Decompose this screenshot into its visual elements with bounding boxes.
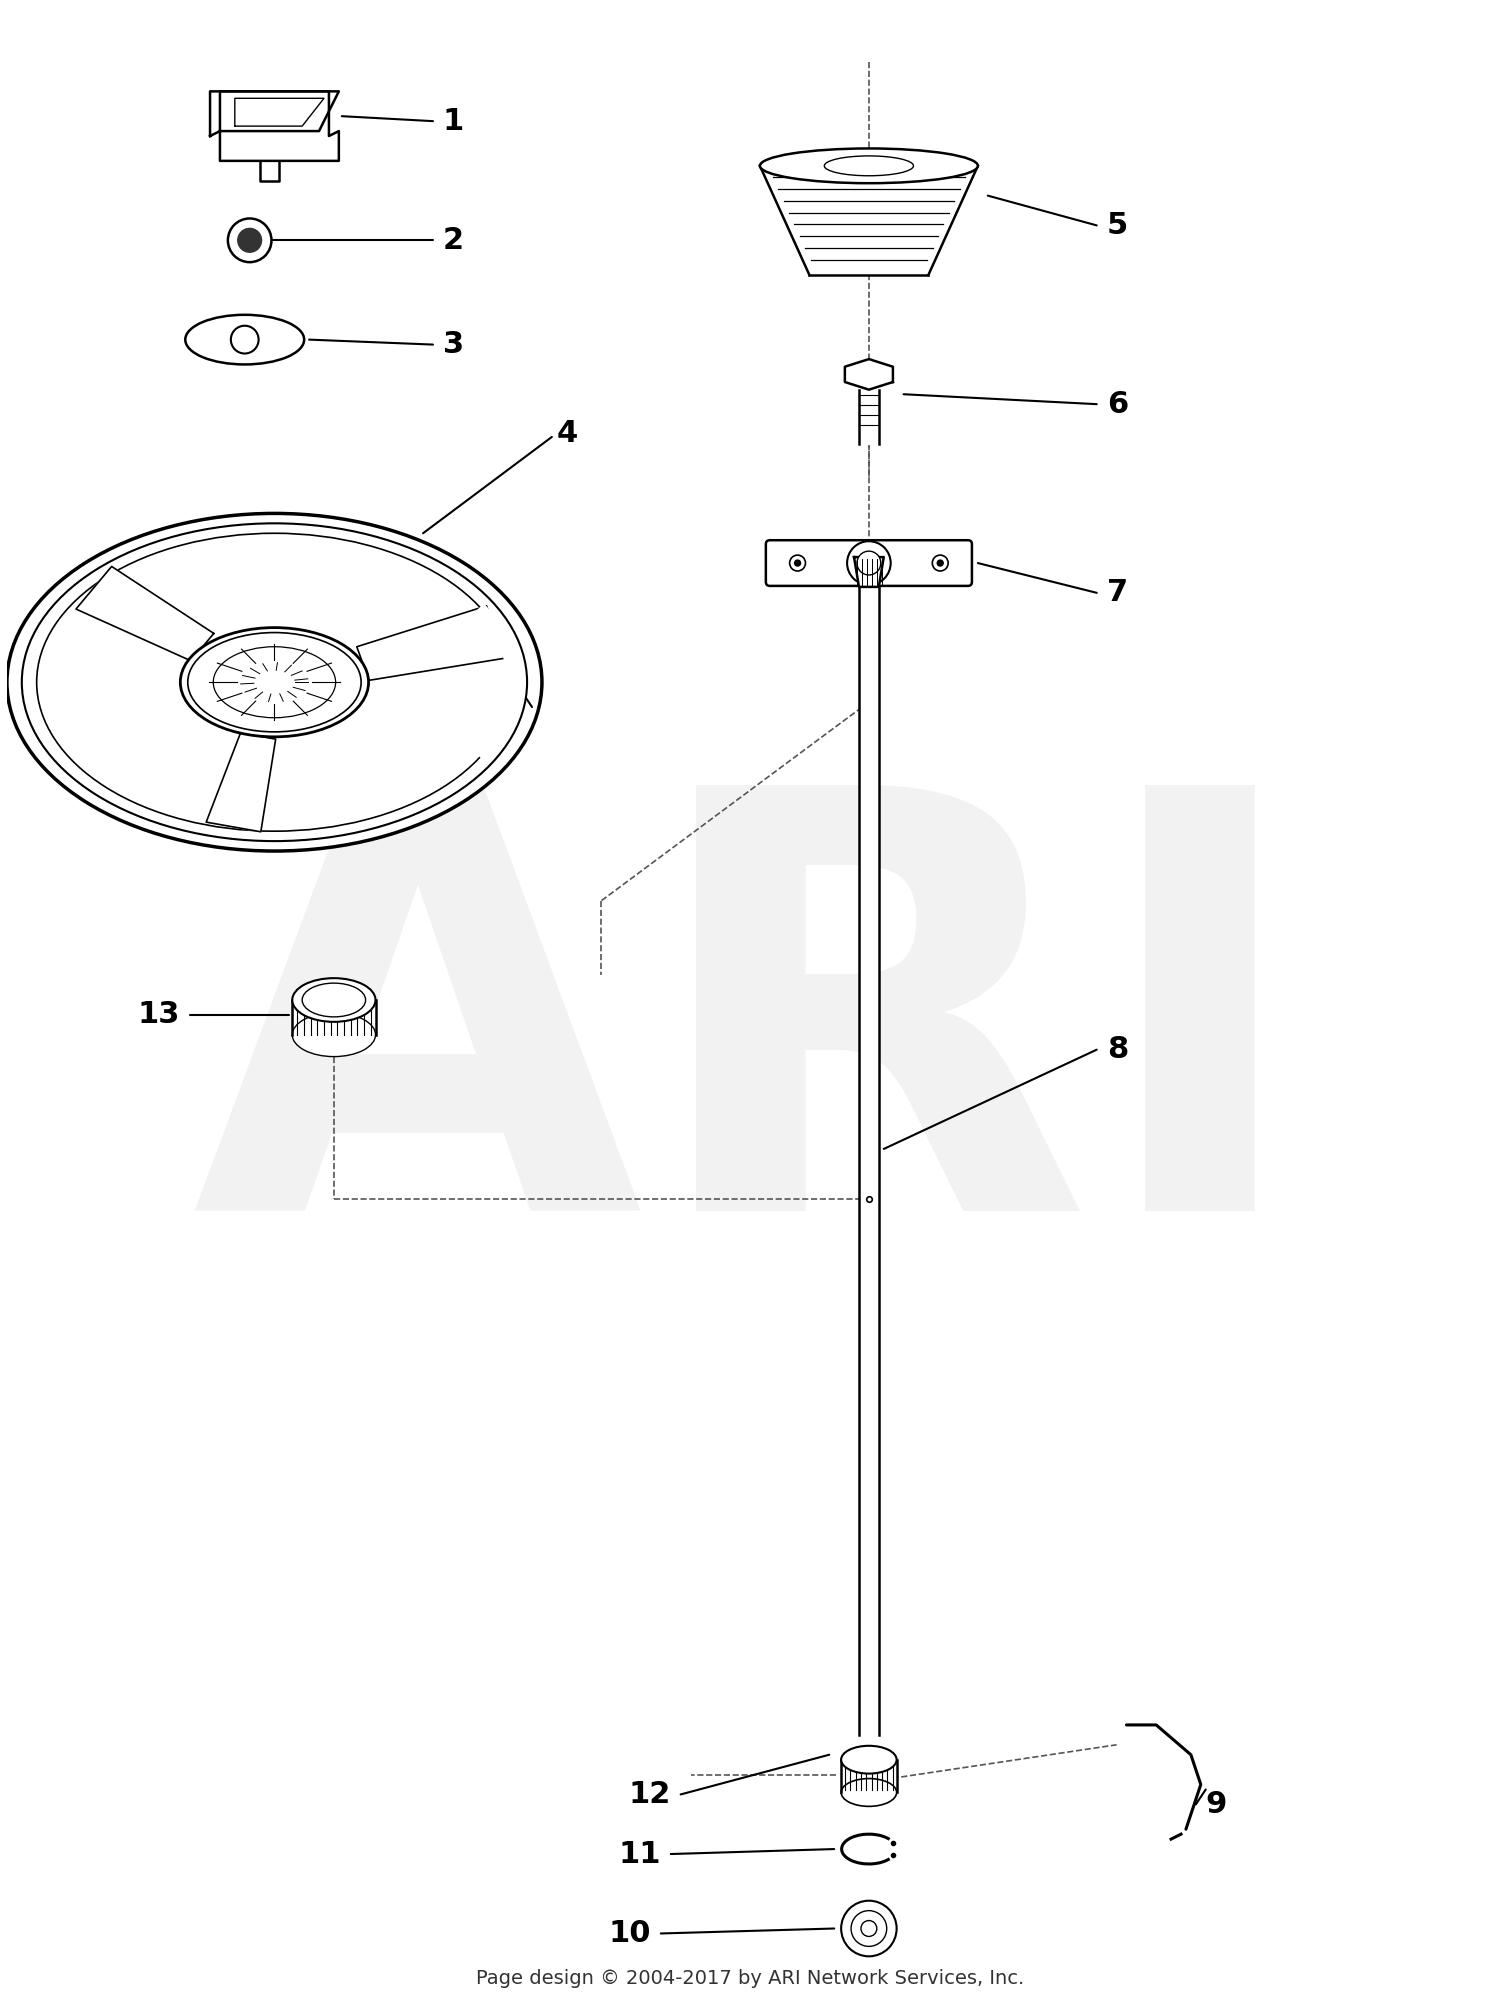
Circle shape xyxy=(938,560,944,566)
Polygon shape xyxy=(76,566,214,660)
Polygon shape xyxy=(844,360,892,390)
Circle shape xyxy=(795,560,801,566)
Text: 5: 5 xyxy=(1107,210,1128,240)
Text: 1: 1 xyxy=(442,106,464,136)
Ellipse shape xyxy=(237,660,312,704)
Ellipse shape xyxy=(36,534,512,832)
Circle shape xyxy=(933,556,948,572)
Text: 4: 4 xyxy=(556,420,578,448)
Ellipse shape xyxy=(302,984,366,1016)
Circle shape xyxy=(850,1910,886,1946)
Polygon shape xyxy=(292,1000,375,1034)
Text: Page design © 2004-2017 by ARI Network Services, Inc.: Page design © 2004-2017 by ARI Network S… xyxy=(476,1968,1024,1988)
Text: 12: 12 xyxy=(628,1780,670,1808)
Text: 13: 13 xyxy=(138,1000,180,1030)
Circle shape xyxy=(842,1900,897,1956)
Ellipse shape xyxy=(22,524,526,842)
Circle shape xyxy=(861,1920,877,1936)
Text: 11: 11 xyxy=(618,1840,662,1868)
Polygon shape xyxy=(220,92,339,132)
Circle shape xyxy=(231,326,258,354)
Polygon shape xyxy=(842,1760,897,1792)
Circle shape xyxy=(789,556,806,572)
Ellipse shape xyxy=(842,1746,897,1774)
Polygon shape xyxy=(206,732,276,832)
Text: 7: 7 xyxy=(1107,578,1128,608)
Ellipse shape xyxy=(760,148,978,184)
Text: 3: 3 xyxy=(442,330,464,360)
Text: 8: 8 xyxy=(1107,1036,1128,1064)
Text: 6: 6 xyxy=(1107,390,1128,418)
Text: 10: 10 xyxy=(609,1918,651,1948)
Ellipse shape xyxy=(8,514,542,852)
Polygon shape xyxy=(760,166,978,276)
Ellipse shape xyxy=(292,978,375,1022)
Text: 9: 9 xyxy=(1206,1790,1227,1818)
Polygon shape xyxy=(853,558,883,586)
Circle shape xyxy=(238,228,261,252)
FancyBboxPatch shape xyxy=(766,540,972,586)
Ellipse shape xyxy=(842,1778,897,1806)
Circle shape xyxy=(847,542,891,584)
Polygon shape xyxy=(859,586,879,1734)
Ellipse shape xyxy=(186,314,304,364)
Ellipse shape xyxy=(292,1012,375,1056)
Polygon shape xyxy=(859,390,879,444)
Ellipse shape xyxy=(180,628,369,736)
Polygon shape xyxy=(357,606,506,680)
Text: ARI: ARI xyxy=(190,768,1310,1332)
Ellipse shape xyxy=(188,632,362,732)
Circle shape xyxy=(228,218,272,262)
Polygon shape xyxy=(210,92,339,160)
Text: 2: 2 xyxy=(442,226,464,254)
Ellipse shape xyxy=(825,156,914,176)
Circle shape xyxy=(856,552,880,574)
Ellipse shape xyxy=(213,646,336,718)
